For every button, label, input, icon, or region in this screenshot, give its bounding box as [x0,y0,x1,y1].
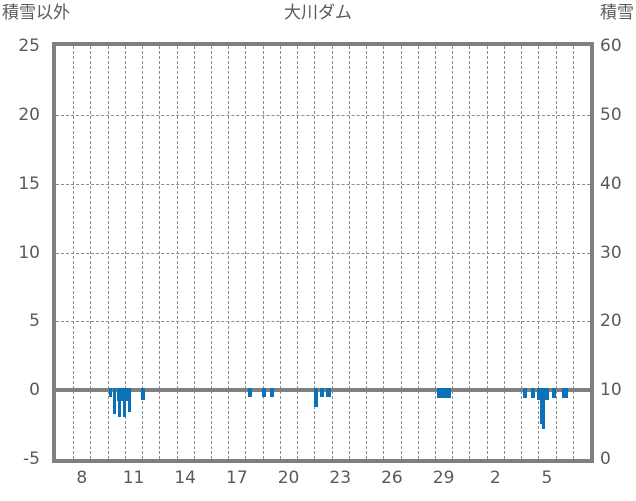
bar [123,388,126,418]
y-axis-left-tick-label: 15 [18,173,40,194]
x-axis-tick-label: 2 [489,468,501,488]
bar [562,388,568,398]
x-axis-tick-label: 11 [122,468,145,488]
y-axis-left-tick-label: 25 [18,36,40,56]
horizontal-gridline [56,321,590,323]
horizontal-gridline [56,114,590,116]
bar [117,388,128,401]
x-axis-tick-label: 29 [432,468,455,488]
chart-title: 大川ダム [284,3,352,23]
x-axis-tick-label: 26 [381,468,403,488]
bar [552,388,556,398]
y-axis-left-tick-label: -5 [23,449,40,469]
x-axis-tick-label: 5 [541,468,553,488]
y-axis-right-tick-label: 0 [600,449,611,469]
y-axis-left-tick-label: 5 [29,311,40,332]
y-axis-left-tick-label: 10 [18,242,40,263]
y-axis-left-tick-label: 20 [18,104,40,125]
y-axis-right-tick-label: 20 [600,311,622,332]
y-axis-right-tick-label: 60 [600,36,622,56]
bar [113,388,116,414]
bar [118,388,121,418]
horizontal-gridline [56,183,590,185]
bar [531,388,535,398]
bar [437,388,451,399]
y-axis-right-tick-label: 40 [600,173,622,194]
right-axis-title: 積雪 [600,3,634,23]
bar [314,388,318,407]
bar [320,388,324,398]
bar [326,388,331,398]
x-axis-tick-label: 20 [277,468,300,488]
y-axis-right-tick-label: 10 [600,380,622,401]
x-axis-tick-label: 14 [174,468,196,488]
bar [248,388,252,398]
left-axis-title: 積雪以外 [2,3,70,23]
y-axis-left-tick-label: 0 [29,380,40,401]
plot-area [52,42,594,463]
bar [523,388,527,398]
bar [128,388,131,412]
horizontal-gridline [56,252,590,254]
bar [141,388,145,400]
plot-canvas [56,46,590,459]
bar [542,388,545,430]
bar [109,388,112,398]
bar [262,388,266,398]
x-axis-tick-label: 23 [329,468,352,488]
bar [270,388,274,398]
y-axis-right-tick-label: 50 [600,104,622,125]
x-axis-tick-label: 8 [76,468,88,488]
y-axis-right-tick-label: 30 [600,242,622,263]
x-axis-tick-label: 17 [226,468,248,488]
